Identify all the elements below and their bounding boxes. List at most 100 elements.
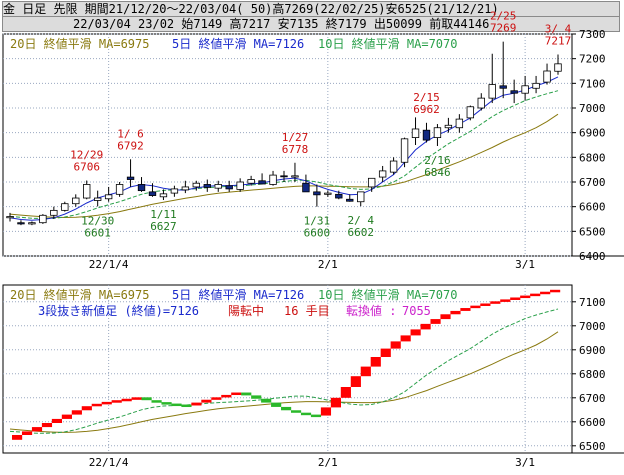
candle-body: [499, 85, 507, 89]
brick-down: [181, 404, 192, 408]
brick-down: [281, 406, 292, 411]
candle-body: [324, 192, 332, 195]
brick-up: [340, 387, 351, 398]
brick-up: [490, 301, 501, 304]
break-y-tick-label: 7100: [579, 296, 606, 309]
candle-body: [466, 106, 475, 119]
brick-up: [440, 314, 451, 320]
header-line-2: 22/03/04 23/02 始7149 高7217 安7135 終7179 出…: [2, 16, 620, 32]
candle-body: [400, 138, 409, 163]
candle-y-tick-label: 6900: [579, 127, 606, 140]
brick-up: [12, 435, 23, 440]
brick-down: [141, 397, 152, 401]
candle-body: [554, 63, 562, 72]
candle-body: [28, 222, 36, 225]
high-label-date: 2/25: [490, 10, 517, 23]
candle-body: [433, 127, 442, 138]
candle-body: [148, 191, 157, 196]
candle-x-axis: 22/1/4 2/1 3/1: [89, 258, 535, 271]
high-label-date: 2/15: [413, 91, 440, 104]
break-x-axis: 22/1/4 2/1 3/1: [89, 456, 535, 469]
brick-up: [450, 310, 461, 315]
brick-up: [191, 402, 202, 406]
high-label-date: 3/ 4: [545, 22, 572, 35]
break-y-tick-label: 6600: [579, 416, 606, 429]
candle-body: [455, 118, 464, 129]
break-bricks: [12, 289, 561, 440]
break-moving-average-lines: [9, 308, 559, 434]
brick-down: [241, 392, 252, 396]
candle-body: [269, 174, 277, 185]
brick-up: [430, 319, 441, 324]
break-x-tick-label: 3/1: [515, 456, 535, 469]
break-info-turn-value: 7055: [402, 304, 431, 318]
candle-body: [532, 82, 540, 89]
brick-up: [81, 406, 92, 411]
brick-up: [470, 305, 481, 309]
high-label-value: 6962: [413, 103, 440, 116]
candle-body: [313, 191, 321, 196]
brick-down: [251, 395, 262, 399]
high-label-date: 1/27: [282, 131, 309, 144]
low-label-value: 6601: [84, 226, 111, 239]
brick-up: [231, 392, 242, 396]
candle-body: [247, 179, 255, 184]
low-label-value: 6627: [150, 220, 177, 233]
brick-up: [61, 414, 72, 419]
candle-body: [521, 85, 529, 94]
candle-body: [214, 184, 222, 189]
break-grid: [3, 285, 576, 453]
brick-up: [400, 335, 411, 342]
high-label-value: 7269: [490, 22, 517, 35]
brick-up: [91, 403, 102, 407]
break-info-turn-label: 転換値 :: [346, 303, 396, 318]
lower-legend-ma20: 20日 終値平滑 MA=6975: [10, 287, 149, 302]
candle-body: [488, 84, 496, 99]
high-label-value: 6706: [73, 161, 100, 174]
break-y-tick-label: 6500: [579, 440, 606, 453]
brick-up: [390, 341, 401, 349]
candle-body: [411, 128, 420, 138]
candle-body: [367, 177, 376, 188]
brick-up: [101, 401, 112, 405]
brick-down: [161, 402, 172, 405]
legend-ma20: 20日 終値平滑 MA=6975: [10, 36, 149, 51]
candle-body: [6, 216, 14, 219]
candle-body: [225, 185, 233, 190]
candle-y-tick-label: 6500: [579, 225, 606, 238]
candle-body: [203, 184, 211, 188]
candle-body: [346, 198, 354, 202]
candle-y-tick-label: 6400: [579, 250, 606, 263]
high-label-date: 12/29: [70, 149, 103, 162]
brick-up: [221, 394, 232, 398]
brick-up: [530, 293, 541, 297]
candle-body: [389, 160, 398, 173]
brick-up: [51, 418, 63, 423]
candles: [6, 41, 562, 226]
break-moving-average-ma20: [9, 331, 559, 433]
brick-up: [131, 397, 142, 400]
low-label-date: 2/ 4: [347, 214, 374, 227]
break-y-tick-label: 6800: [579, 368, 606, 381]
candle-body: [192, 182, 201, 188]
brick-up: [370, 357, 381, 367]
candle-body: [170, 188, 179, 194]
candle-y-tick-label: 7300: [579, 28, 606, 41]
brick-up: [360, 366, 371, 377]
brick-up: [540, 291, 551, 295]
brick-up: [111, 400, 122, 403]
brick-up: [21, 431, 33, 435]
brick-up: [510, 297, 521, 300]
brick-down: [271, 402, 282, 407]
legend-ma5: 5日 終値平滑 MA=7126: [172, 36, 304, 51]
brick-up: [320, 407, 332, 416]
break-y-tick-label: 6900: [579, 344, 606, 357]
low-label-value: 6846: [424, 166, 451, 179]
brick-down: [151, 400, 162, 403]
candle-y-axis: 6400 6500 6600 6700 6800 6900 7000 7100 7200 7300: [579, 28, 606, 263]
candle-x-tick-label: 3/1: [515, 258, 535, 271]
brick-down: [171, 403, 182, 407]
high-label-value: 6792: [117, 139, 144, 152]
lower-legend-ma5: 5日 終値平滑 MA=7126: [172, 287, 304, 302]
